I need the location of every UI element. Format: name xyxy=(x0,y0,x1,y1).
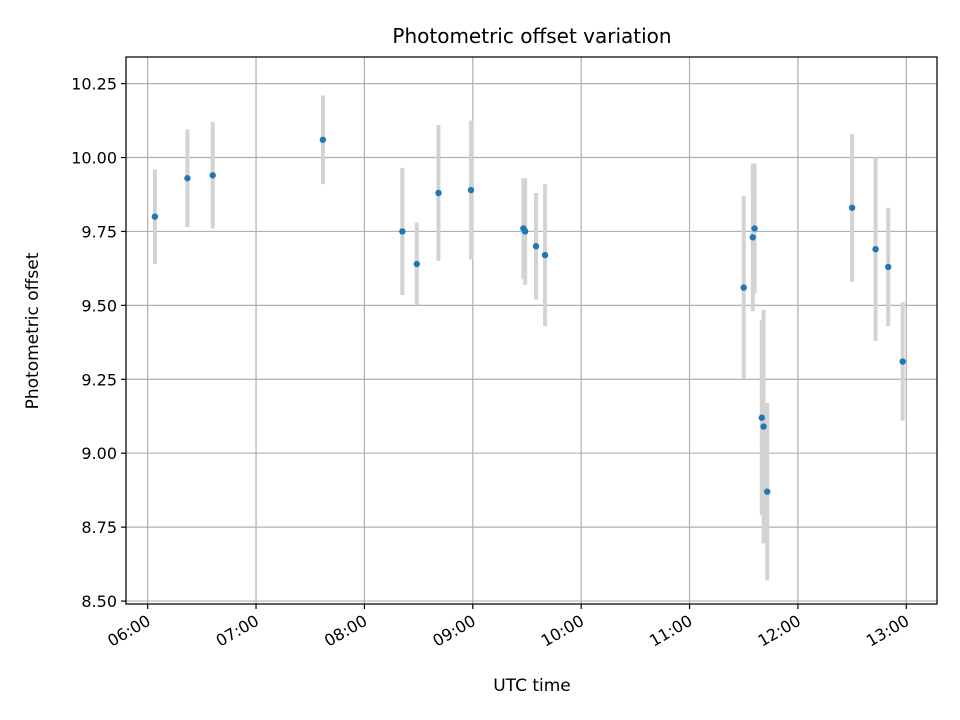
data-point xyxy=(541,251,549,259)
x-tick-label: 11:00 xyxy=(646,611,695,651)
x-axis-label: UTC time xyxy=(493,676,571,696)
data-point xyxy=(399,228,406,235)
y-tick-label: 9.50 xyxy=(81,296,117,315)
x-tick-label: 07:00 xyxy=(213,611,262,651)
y-tick-label: 8.75 xyxy=(81,518,117,537)
data-point xyxy=(872,245,879,253)
y-tick-label: 9.00 xyxy=(81,444,117,463)
data-point xyxy=(467,186,475,194)
plot-frame xyxy=(125,56,938,605)
data-point xyxy=(885,263,892,271)
y-tick-label: 10.00 xyxy=(71,149,117,168)
x-tick-label: 09:00 xyxy=(429,611,478,651)
x-tick-label: 08:00 xyxy=(321,611,370,651)
data-point xyxy=(413,260,421,268)
ticks: 06:00 07:00 08:00 09:00 10:00 11:00 12:00 13:00… xyxy=(71,75,912,651)
data-point xyxy=(749,234,756,241)
data-point xyxy=(151,213,159,220)
data-point xyxy=(899,358,906,365)
data-point xyxy=(319,136,327,143)
data-point xyxy=(764,488,771,495)
grid xyxy=(126,57,937,604)
data-point xyxy=(751,225,758,232)
data-points xyxy=(151,136,906,495)
data-point xyxy=(740,284,747,291)
x-tick-label: 12:00 xyxy=(754,611,803,651)
chart-title: Photometric offset variation xyxy=(392,24,671,48)
x-tick-label: 10:00 xyxy=(538,611,587,651)
data-point xyxy=(758,414,765,421)
data-point xyxy=(435,189,442,197)
data-point xyxy=(209,172,216,179)
y-axis-label: Photometric offset xyxy=(23,252,43,409)
y-tick-label: 9.25 xyxy=(81,370,117,389)
error-bars xyxy=(152,95,905,581)
y-tick-label: 9.75 xyxy=(81,222,117,241)
data-point xyxy=(184,175,191,182)
y-tick-label: 8.50 xyxy=(81,592,117,611)
data-point xyxy=(521,228,529,235)
data-point xyxy=(760,423,767,430)
data-point xyxy=(532,243,540,250)
x-tick-label: 06:00 xyxy=(104,611,153,651)
y-tick-label: 10.25 xyxy=(71,75,117,94)
x-tick-label: 13:00 xyxy=(863,611,912,651)
data-point xyxy=(848,204,856,211)
